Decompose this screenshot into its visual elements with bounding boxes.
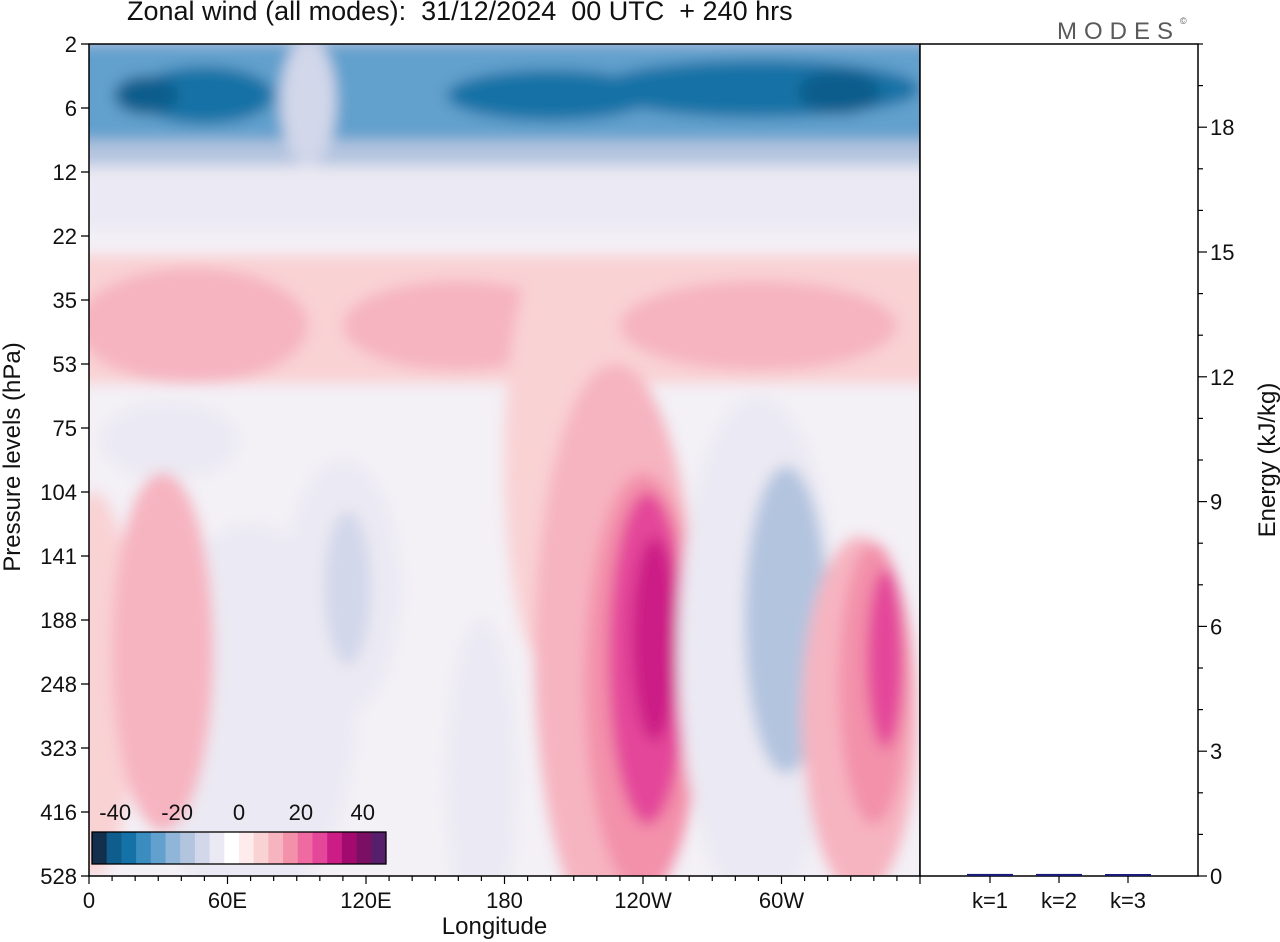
energy-category-label: k=2 [1041, 888, 1077, 913]
y-tick-label: 35 [53, 288, 77, 313]
contour-region [114, 76, 180, 115]
energy-axis-label: Energy (kJ/kg) [1254, 383, 1280, 538]
y-tick-label: 248 [40, 672, 77, 697]
energy-category-label: k=1 [972, 888, 1008, 913]
brand-text: MODES [1057, 18, 1181, 45]
colorbar-swatch [327, 832, 343, 864]
colorbar-swatch [297, 832, 313, 864]
colorbar-swatch [239, 832, 255, 864]
y-tick-label: 75 [53, 416, 77, 441]
energy-y-tick-label: 6 [1210, 614, 1222, 639]
y-tick-label: 416 [40, 800, 77, 825]
energy-bar [1036, 873, 1082, 876]
modes-logo: MODES© [1057, 16, 1187, 46]
copyright-mark: © [1180, 16, 1187, 26]
energy-bar [967, 873, 1013, 876]
colorbar-tick-label: -40 [99, 800, 131, 825]
energy-category-label: k=3 [1110, 888, 1146, 913]
x-tick-label: 60E [208, 888, 247, 913]
colorbar-swatch [312, 832, 328, 864]
colorbar-swatch [180, 832, 196, 864]
energy-y-tick-label: 15 [1210, 240, 1234, 265]
colorbar-tick-label: 40 [351, 800, 375, 825]
colorbar-tick-label: -20 [161, 800, 193, 825]
energy-frame [919, 43, 1199, 877]
energy-y-tick-label: 18 [1210, 115, 1234, 140]
y-tick-label: 22 [53, 224, 77, 249]
x-tick-label: 180 [486, 888, 523, 913]
y-tick-label: 104 [40, 480, 77, 505]
colorbar-swatch [165, 832, 181, 864]
colorbar-swatch [341, 832, 358, 864]
colorbar-swatch [92, 832, 108, 864]
energy-y-tick-label: 12 [1210, 365, 1234, 390]
colorbar: -40 -20 0 20 40 [91, 800, 387, 865]
y-tick-label: 188 [40, 608, 77, 633]
y-tick-label: 323 [40, 736, 77, 761]
x-tick-label: 60W [759, 888, 804, 913]
x-tick-label: 120E [340, 888, 391, 913]
x-tick-label: 120W [614, 888, 672, 913]
colorbar-frame [91, 831, 387, 865]
contour-region [866, 568, 904, 749]
contour-region [446, 620, 517, 876]
contour-region [135, 66, 274, 124]
energy-y-tick-label: 3 [1210, 739, 1222, 764]
colorbar-tick-label: 0 [233, 800, 245, 825]
colorbar-swatch [150, 832, 166, 864]
y-tick-label: 53 [53, 352, 77, 377]
colorbar-swatch [194, 832, 211, 864]
contour-region [324, 511, 371, 665]
contour-region [100, 402, 240, 480]
y-tick-label: 141 [40, 544, 77, 569]
contour-region [797, 69, 881, 115]
colorbar-swatch [136, 832, 152, 864]
colorbar-tick-label: 20 [289, 800, 313, 825]
colorbar-swatch [106, 832, 122, 864]
colorbar-swatch [356, 832, 372, 864]
y-axis-label: Pressure levels (hPa) [0, 342, 26, 571]
colorbar-swatch [371, 832, 387, 864]
heatmap [89, 44, 920, 876]
energy-y-tick-label: 9 [1210, 490, 1222, 515]
energy-bar [1105, 874, 1151, 876]
x-tick-label: 0 [83, 888, 95, 913]
y-tick-label: 528 [40, 864, 77, 889]
y-tick-label: 6 [65, 96, 77, 121]
colorbar-swatch [121, 832, 137, 864]
colorbar-swatch [224, 832, 240, 864]
colorbar-swatch [283, 832, 299, 864]
y-tick-label: 12 [53, 160, 77, 185]
contour-region [89, 268, 309, 384]
contour-region [763, 485, 800, 691]
contour-region [619, 280, 897, 371]
chart-title: Zonal wind (all modes): 31/12/2024 00 UT… [127, 0, 793, 26]
x-axis-label: Longitude [442, 913, 547, 940]
energy-bar-chart: 0 3 6 9 12 15 18 Energy (kJ/kg) k=1 k=2 k=3 [919, 43, 1280, 913]
energy-y-tick-label: 0 [1210, 864, 1222, 889]
contour-region [631, 536, 678, 742]
contour-region [151, 556, 189, 684]
y-tick-label: 2 [65, 32, 77, 57]
colorbar-swatch [253, 832, 269, 864]
colorbar-swatch [268, 832, 284, 864]
weak-gap [280, 44, 336, 166]
colorbar-swatch [209, 832, 225, 864]
